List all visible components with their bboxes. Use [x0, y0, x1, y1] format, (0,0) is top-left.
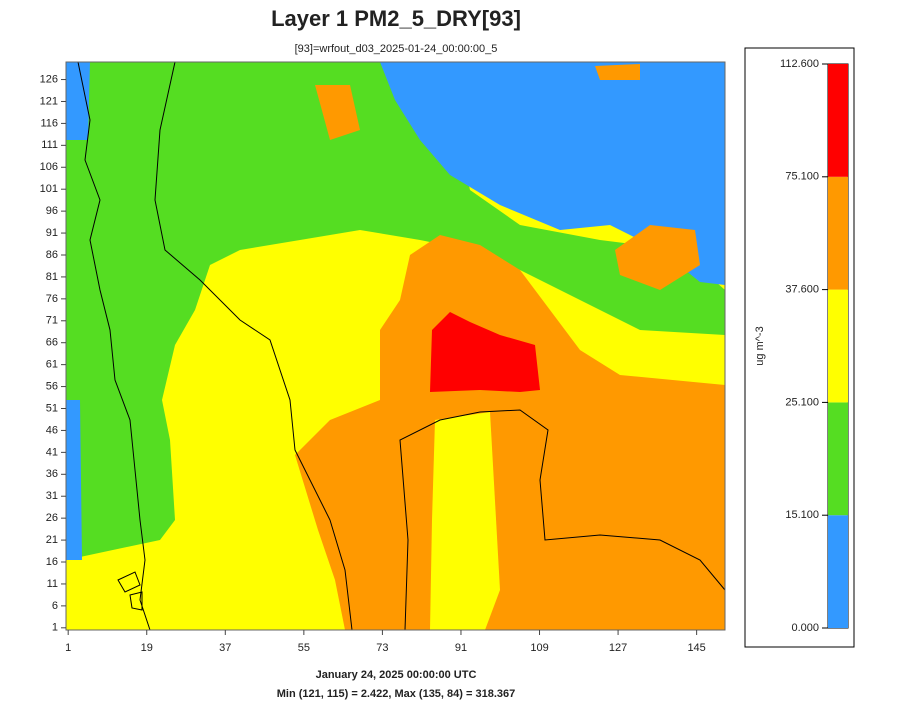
y-tick-label: 46 [46, 424, 58, 436]
coastlines [77, 61, 726, 631]
legend-swatch [828, 176, 848, 290]
x-tick-label: 1 [65, 642, 71, 654]
field-orange-n [315, 85, 360, 140]
y-tick-label: 36 [46, 468, 58, 480]
y-tick-label: 86 [46, 249, 58, 261]
coastline [399, 409, 726, 631]
plot-frame [65, 61, 726, 631]
x-tick-label: 55 [298, 642, 310, 654]
legend-swatch [828, 64, 848, 177]
y-tick-label: 111 [41, 139, 58, 151]
y-tick-label: 91 [46, 227, 58, 239]
field [66, 62, 725, 630]
y-tick-label: 71 [46, 315, 58, 327]
footer-date: January 24, 2025 00:00:00 UTC [316, 669, 477, 681]
field-blue-left [66, 62, 90, 140]
legend-label: 75.100 [785, 171, 819, 183]
y-tick-label: 81 [46, 271, 58, 283]
x-tick-label: 73 [376, 642, 388, 654]
field-red [430, 312, 540, 392]
y-tick-label: 26 [46, 512, 58, 524]
x-tick-label: 109 [530, 642, 548, 654]
legend-label: 15.100 [785, 509, 819, 521]
y-tick-label: 101 [40, 183, 58, 195]
x-tick-label: 37 [219, 642, 231, 654]
field-orange [295, 235, 725, 630]
x-tick-label: 145 [687, 642, 705, 654]
coastline [117, 571, 143, 611]
legend-swatch [828, 289, 848, 403]
legend-unit: ug m^-3 [754, 326, 766, 365]
legend-label: 37.600 [785, 284, 819, 296]
field-green [66, 62, 725, 560]
y-tick-label: 31 [46, 490, 58, 502]
legend-label: 112.600 [780, 58, 819, 70]
legend-label: 25.100 [785, 396, 819, 408]
y-tick-label: 66 [46, 337, 58, 349]
y-tick-label: 56 [46, 380, 58, 392]
y-tick-label: 1 [52, 622, 58, 634]
legend-swatch [828, 402, 848, 516]
coastline [154, 61, 353, 631]
y-tick-label: 96 [46, 205, 58, 217]
y-tick-label: 16 [46, 556, 58, 568]
y-tick-label: 76 [46, 293, 58, 305]
subtitle: [93]=wrfout_d03_2025-01-24_00:00:00_5 [295, 43, 498, 55]
y-tick-label: 61 [46, 359, 58, 371]
legend-swatch [828, 515, 848, 628]
y-tick-label: 126 [40, 73, 58, 85]
field-orange-ne [615, 225, 700, 290]
title: Layer 1 PM2_5_DRY[93] [271, 6, 521, 31]
y-tick-label: 116 [40, 117, 58, 129]
y-tick-label: 41 [46, 446, 58, 458]
coastline [77, 61, 151, 631]
y-tick-label: 121 [40, 95, 58, 107]
footer-minmax: Min (121, 115) = 2.422, Max (135, 84) = … [277, 688, 516, 700]
field-yellow-inner [430, 412, 500, 630]
field-orange-top [595, 64, 640, 80]
field-blue [380, 62, 725, 285]
y-tick-label: 6 [52, 600, 58, 612]
x-tick-label: 19 [141, 642, 153, 654]
legend-label: 0.000 [791, 622, 819, 634]
legend-box [744, 47, 855, 648]
y-tick-label: 11 [47, 578, 58, 590]
y-tick-label: 51 [46, 402, 58, 414]
y-tick-label: 21 [46, 534, 58, 546]
x-tick-label: 91 [455, 642, 467, 654]
x-tick-label: 127 [609, 642, 627, 654]
field-blue-strip [66, 400, 82, 560]
y-tick-label: 106 [40, 161, 58, 173]
